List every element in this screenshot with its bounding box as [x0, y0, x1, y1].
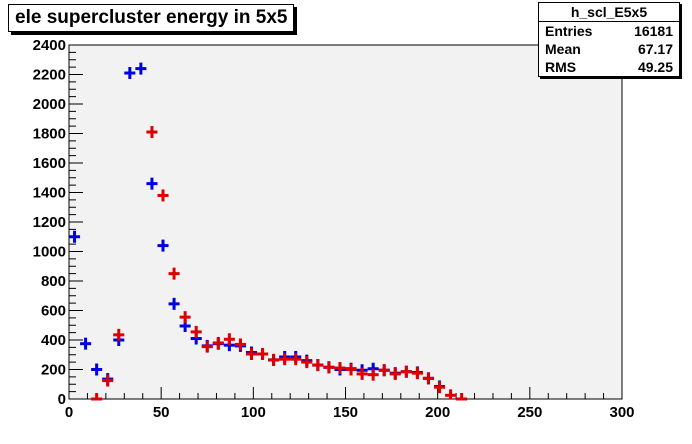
y-tick-label: 800	[41, 273, 66, 290]
red-series-marker	[179, 311, 191, 324]
red-series-marker	[157, 189, 169, 202]
x-tick-label: 100	[241, 404, 266, 421]
red-series-marker	[334, 362, 346, 375]
stats-row-mean: Mean 67.17	[539, 40, 679, 58]
y-tick-label: 1200	[33, 214, 66, 231]
x-tick-label: 0	[65, 404, 73, 421]
blue-series-marker	[168, 297, 180, 310]
blue-series-marker	[146, 177, 158, 190]
stats-row-entries: Entries 16181	[539, 22, 679, 40]
stats-entries-label: Entries	[545, 23, 593, 39]
red-series-marker	[146, 126, 158, 139]
red-series-marker	[378, 364, 390, 377]
red-series-marker	[245, 348, 258, 361]
blue-series-marker	[69, 230, 81, 243]
stats-mean-label: Mean	[545, 41, 581, 57]
stats-box: h_scl_E5x5 Entries 16181 Mean 67.17 RMS …	[538, 2, 680, 77]
y-tick-label: 400	[41, 332, 66, 349]
red-series-marker	[91, 393, 103, 401]
red-series-marker	[190, 325, 202, 338]
y-tick-label: 1600	[33, 155, 66, 172]
red-series-marker	[201, 340, 213, 353]
blue-series-marker	[124, 67, 136, 80]
red-series-marker	[456, 393, 468, 401]
x-tick-label: 50	[153, 404, 170, 421]
blue-series-marker	[91, 363, 103, 376]
red-series-marker	[223, 333, 235, 346]
red-series-marker	[312, 359, 324, 372]
red-series-marker	[367, 368, 379, 381]
red-series-marker	[234, 338, 246, 351]
plot-frame	[68, 44, 623, 400]
red-series-marker	[168, 267, 180, 280]
red-series-marker	[422, 372, 434, 385]
red-series-marker	[113, 328, 125, 341]
red-series-marker	[257, 348, 269, 361]
y-tick-label: 1400	[33, 185, 66, 202]
red-series-marker	[445, 389, 457, 399]
x-tick-label: 300	[609, 404, 634, 421]
stats-rms-value: 49.25	[637, 59, 673, 75]
red-series-marker	[400, 365, 412, 378]
red-series-marker	[268, 353, 280, 366]
red-series-marker	[301, 356, 313, 369]
blue-series-marker	[135, 62, 147, 75]
red-series-marker	[290, 353, 302, 366]
y-tick-label: 1800	[33, 126, 66, 143]
stats-row-rms: RMS 49.25	[539, 58, 679, 76]
y-tick-label: 1000	[33, 244, 66, 261]
red-series-marker	[389, 367, 401, 380]
red-series-marker	[345, 363, 357, 376]
y-tick-label: 0	[58, 391, 66, 408]
chart-title: ele supercluster energy in 5x5	[8, 4, 295, 32]
stats-histogram-name: h_scl_E5x5	[539, 3, 679, 22]
stats-mean-value: 67.17	[637, 41, 673, 57]
red-series-marker	[323, 361, 335, 374]
red-series-marker	[279, 353, 291, 366]
y-tick-label: 2000	[33, 96, 66, 113]
red-series-marker	[356, 367, 368, 380]
stats-rms-label: RMS	[545, 59, 577, 75]
x-tick-label: 200	[425, 404, 450, 421]
y-tick-label: 2400	[33, 37, 66, 54]
blue-series-marker	[80, 337, 92, 350]
y-tick-label: 2200	[33, 67, 66, 84]
red-series-marker	[212, 336, 224, 349]
red-series-marker	[411, 367, 423, 380]
red-series-marker	[433, 381, 446, 394]
red-series-marker	[102, 374, 114, 387]
y-tick-label: 200	[41, 362, 66, 379]
y-tick-label: 600	[41, 303, 66, 320]
x-tick-label: 150	[333, 404, 358, 421]
stats-entries-value: 16181	[634, 23, 673, 39]
blue-series-marker	[157, 239, 169, 252]
x-tick-label: 250	[517, 404, 542, 421]
